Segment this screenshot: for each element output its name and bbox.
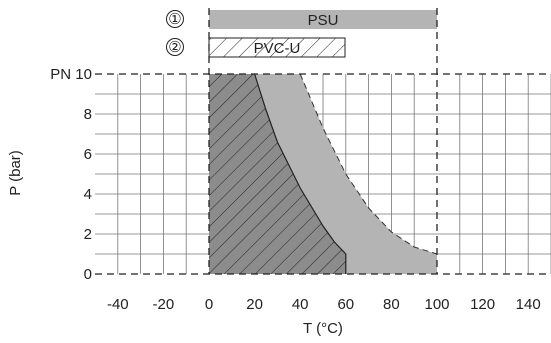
legend-pvc-u: ② PVC-U: [166, 37, 346, 58]
x-tick-label: 60: [337, 296, 354, 313]
y-tick-label: 0: [84, 266, 92, 283]
x-tick-label: 0: [205, 296, 213, 313]
x-tick-label: 120: [470, 296, 495, 313]
x-tick-label: 100: [424, 296, 449, 313]
x-tick-label: 40: [292, 296, 309, 313]
y-axis-title: P (bar): [7, 150, 24, 196]
y-tick-label: 2: [84, 226, 92, 243]
psu-curve: [299, 73, 438, 255]
legend-psu-bar: [209, 10, 437, 29]
series-areas: [209, 73, 438, 274]
x-axis-title: T (°C): [303, 320, 343, 337]
x-tick-label: -40: [107, 296, 129, 313]
x-tick-labels: -40 -20 0 20 40 60 80 100 120 140: [107, 296, 541, 313]
x-tick-label: 80: [383, 296, 400, 313]
legend-pvc-u-label: PVC-U: [254, 40, 301, 57]
legend-psu: ① PSU: [166, 10, 437, 29]
x-tick-label: 20: [246, 296, 263, 313]
legend-pvc-u-marker-circle: [166, 38, 184, 56]
legend-psu-marker: ①: [168, 11, 181, 28]
chart-frame: [95, 8, 551, 275]
y-tick-label: PN 10: [50, 66, 92, 83]
y-tick-label: 4: [84, 186, 92, 203]
legend-psu-label: PSU: [308, 12, 339, 29]
pvc-u-curve: [254, 73, 347, 274]
y-tick-label: 6: [84, 146, 92, 163]
x-tick-label: -20: [153, 296, 175, 313]
y-tick-label: 8: [84, 106, 92, 123]
legend-pvc-u-marker: ②: [168, 39, 181, 56]
x-tick-label: 140: [516, 296, 541, 313]
y-tick-labels: 0 2 4 6 8 PN 10: [50, 66, 92, 283]
pvc-u-hatch: [209, 74, 346, 274]
legend-psu-marker-circle: [166, 10, 184, 28]
